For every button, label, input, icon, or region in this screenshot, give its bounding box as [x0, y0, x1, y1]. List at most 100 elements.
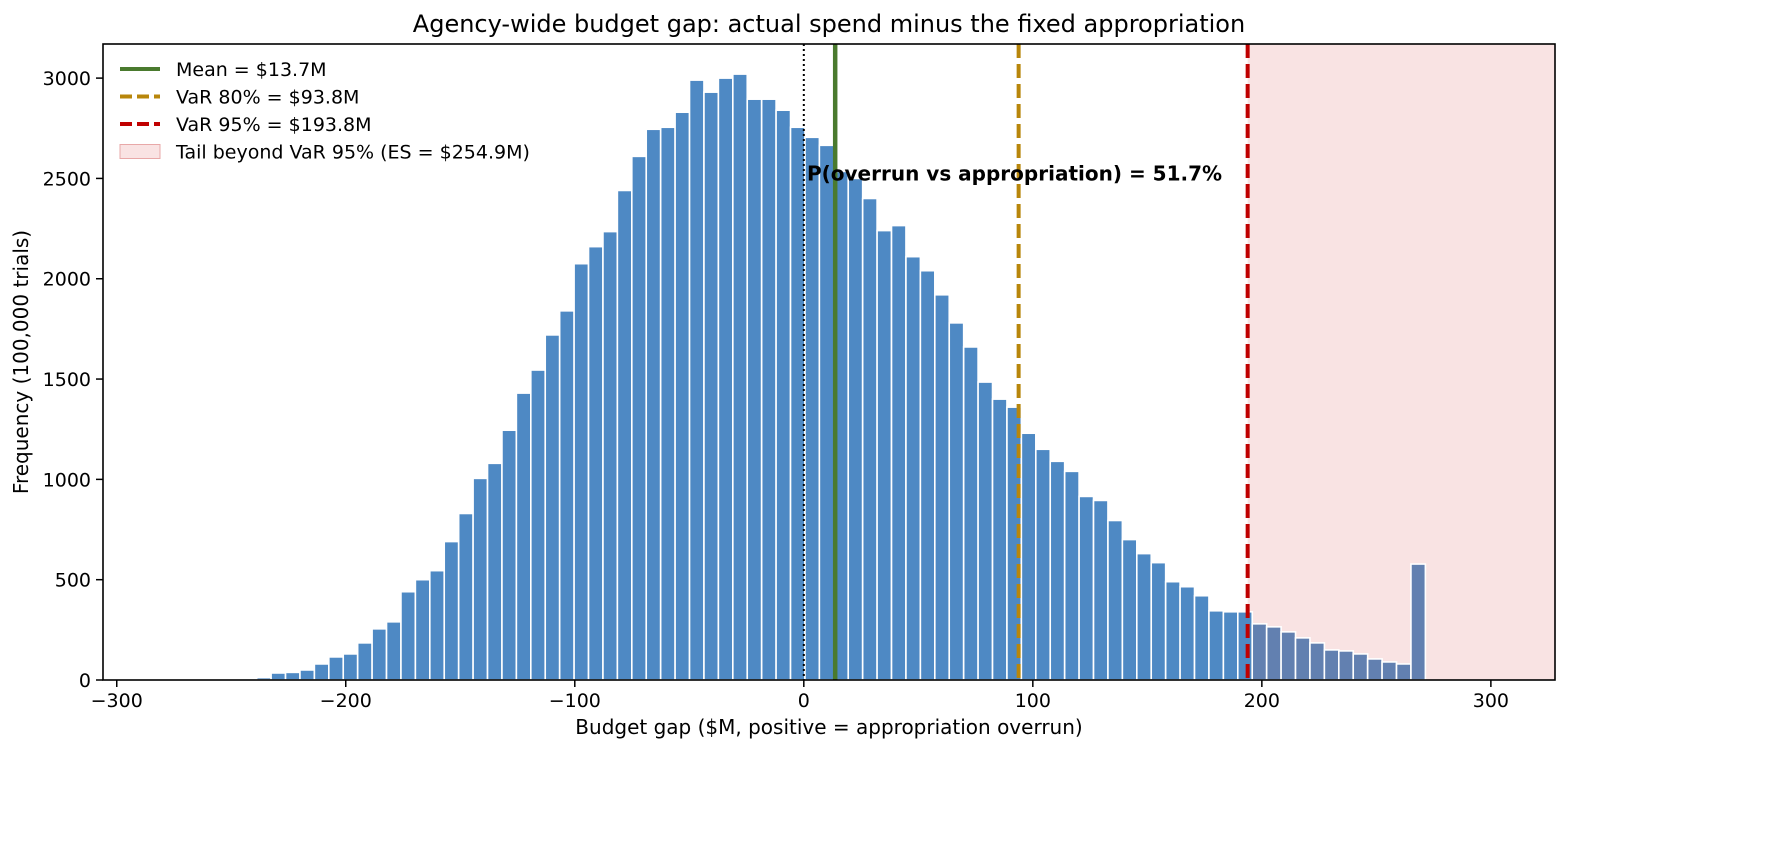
histogram-bar: [732, 73, 749, 681]
histogram-bar: [1035, 448, 1052, 681]
histogram-bar: [1193, 594, 1210, 681]
histogram-bar: [645, 128, 662, 681]
histogram-bar: [1338, 650, 1355, 681]
histogram-bar: [544, 334, 561, 681]
y-tick-label: 0: [79, 670, 91, 692]
histogram-bar: [991, 398, 1008, 681]
histogram-bar: [631, 155, 648, 681]
histogram-bar: [847, 177, 864, 681]
axes-layer: −300 −200 −100 0 100 200 300050010001500200025…: [43, 43, 1556, 712]
histogram-bar: [1280, 631, 1297, 681]
x-tick-label: −200: [320, 690, 372, 712]
y-tick-label: 2500: [43, 168, 91, 190]
x-axis-title: Budget gap ($M, positive = appropriation…: [575, 715, 1082, 739]
histogram-bar: [948, 322, 965, 681]
histogram-bar: [1410, 563, 1427, 681]
histogram-bar: [328, 656, 345, 681]
legend-swatch: [119, 144, 161, 159]
histogram-bar: [905, 255, 922, 681]
histogram-bar: [962, 346, 979, 681]
reference-lines-layer: [802, 44, 1250, 680]
y-tick-label: 500: [55, 570, 91, 592]
y-tick-label: 1000: [43, 469, 91, 491]
histogram-bar: [1020, 432, 1037, 681]
histogram-bar: [573, 262, 590, 681]
chart-title: Agency-wide budget gap: actual spend min…: [413, 10, 1245, 38]
legend-item-var80: VaR 80% = $93.8M: [120, 87, 359, 109]
legend-item-var95: VaR 95% = $193.8M: [120, 114, 372, 136]
histogram-bar: [486, 462, 503, 681]
x-tick-label: −100: [549, 690, 601, 712]
histogram-bar: [861, 197, 878, 681]
histogram-bar: [1381, 661, 1398, 681]
histogram-bar: [443, 540, 460, 681]
histogram-bar: [414, 578, 431, 681]
histogram-bar: [1164, 580, 1181, 681]
histogram-bar: [530, 369, 547, 681]
histogram-bar: [270, 672, 287, 681]
x-tick-label: 300: [1473, 690, 1509, 712]
histogram-bar: [429, 569, 446, 681]
histogram-bar: [356, 642, 373, 681]
y-tick-label: 3000: [43, 68, 91, 90]
histogram-bar: [501, 429, 518, 681]
histogram-bar: [1323, 649, 1340, 681]
histogram-bar: [804, 136, 821, 681]
histogram-bar: [1078, 495, 1095, 681]
histogram-bar: [1352, 653, 1369, 681]
legend-label: VaR 80% = $93.8M: [176, 87, 359, 109]
histogram-bar: [746, 98, 763, 681]
histogram-bar: [1222, 610, 1239, 681]
histogram-bar: [1251, 623, 1268, 681]
histogram-bar: [760, 98, 777, 681]
histogram-bar: [1294, 637, 1311, 681]
histogram-bar: [977, 381, 994, 681]
histogram-bar: [1395, 663, 1412, 681]
bars-layer: [111, 73, 1427, 681]
histogram-bar: [313, 663, 330, 681]
tail-region: [1247, 44, 1555, 680]
histogram-bar: [1366, 658, 1383, 681]
x-tick-label: 0: [798, 690, 810, 712]
histogram-bar: [1063, 470, 1080, 681]
histogram-bar: [1150, 561, 1167, 681]
histogram-bar: [890, 224, 907, 681]
histogram-bar: [457, 512, 474, 681]
histogram-bar: [385, 621, 402, 681]
histogram-bar: [688, 79, 705, 681]
histogram-bar: [558, 310, 575, 681]
histogram-bar: [1107, 519, 1124, 681]
y-tick-label: 2000: [43, 269, 91, 291]
histogram-bar: [342, 653, 359, 681]
legend-label: Tail beyond VaR 95% (ES = $254.9M): [175, 142, 530, 164]
histogram-bar: [876, 229, 893, 681]
histogram-bar: [1309, 642, 1326, 681]
histogram-bar: [674, 111, 691, 681]
histogram-bar: [1136, 552, 1153, 681]
histogram-bar: [703, 91, 720, 681]
histogram-bar: [717, 77, 734, 681]
histogram-bar: [299, 669, 316, 681]
histogram-bar: [616, 189, 633, 681]
histogram-bar: [515, 392, 532, 681]
histogram-bar: [934, 293, 951, 681]
histogram-bar: [1049, 460, 1066, 681]
histogram-bar: [919, 269, 936, 681]
legend-label: VaR 95% = $193.8M: [176, 114, 372, 136]
legend-label: Mean = $13.7M: [176, 59, 327, 81]
y-tick-label: 1500: [43, 369, 91, 391]
legend-item-tail: Tail beyond VaR 95% (ES = $254.9M): [119, 142, 530, 164]
plot-frame: [102, 43, 1556, 681]
histogram-bar: [284, 671, 301, 681]
histogram-bar: [1121, 538, 1138, 681]
histogram-bar: [1237, 610, 1254, 681]
histogram-bar: [659, 126, 676, 681]
legend-item-mean: Mean = $13.7M: [120, 59, 327, 81]
histogram-bar: [400, 590, 417, 681]
x-tick-label: −300: [91, 690, 143, 712]
overrun-probability-annotation: P(overrun vs appropriation) = 51.7%: [807, 161, 1222, 185]
tail-region-layer: [1247, 44, 1555, 680]
histogram-bar: [602, 230, 619, 681]
